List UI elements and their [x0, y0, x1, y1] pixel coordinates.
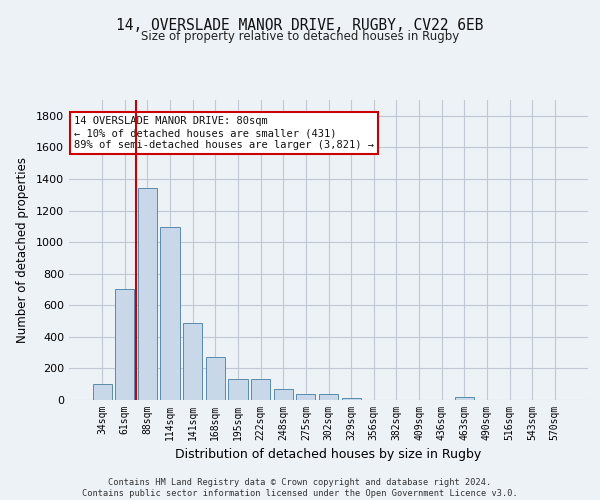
Bar: [160, 227, 180, 400]
Text: Size of property relative to detached houses in Rugby: Size of property relative to detached ho…: [141, 30, 459, 43]
Bar: [455, 397, 474, 400]
Bar: [206, 358, 225, 400]
Text: Contains HM Land Registry data © Crown copyright and database right 2024.
Contai: Contains HM Land Registry data © Crown c…: [82, 478, 518, 498]
Bar: [296, 394, 316, 400]
Text: 14 OVERSLADE MANOR DRIVE: 80sqm
← 10% of detached houses are smaller (431)
89% o: 14 OVERSLADE MANOR DRIVE: 80sqm ← 10% of…: [74, 116, 374, 150]
Text: 14, OVERSLADE MANOR DRIVE, RUGBY, CV22 6EB: 14, OVERSLADE MANOR DRIVE, RUGBY, CV22 6…: [116, 18, 484, 32]
Bar: [274, 390, 293, 400]
Bar: [92, 384, 112, 400]
Bar: [341, 398, 361, 400]
Bar: [115, 290, 134, 400]
Bar: [183, 322, 202, 400]
Bar: [251, 378, 270, 400]
X-axis label: Distribution of detached houses by size in Rugby: Distribution of detached houses by size …: [175, 448, 482, 462]
Bar: [138, 188, 157, 400]
Bar: [319, 394, 338, 400]
Bar: [229, 378, 248, 400]
Y-axis label: Number of detached properties: Number of detached properties: [16, 157, 29, 343]
